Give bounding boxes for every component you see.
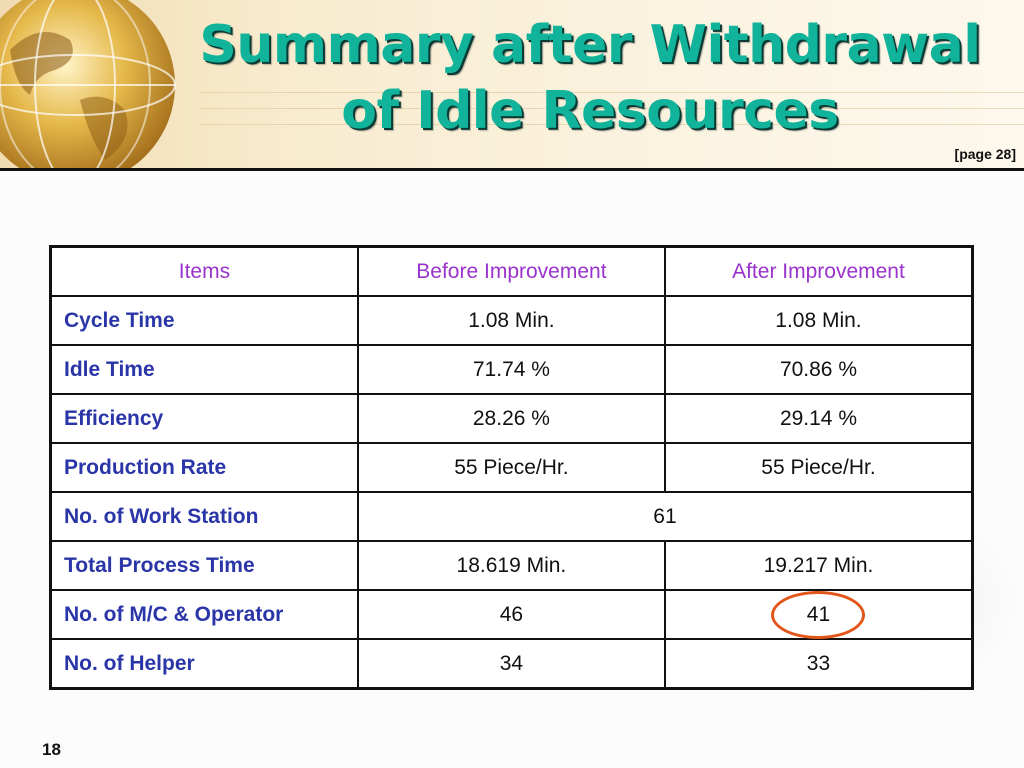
table-header-row: Items Before Improvement After Improveme… — [49, 245, 974, 297]
before-value: 28.26 % — [356, 393, 666, 444]
before-value: 55 Piece/Hr. — [356, 442, 666, 493]
column-header-after: After Improvement — [663, 245, 974, 297]
slide-title-line-1: Summary after Withdrawal — [199, 15, 981, 75]
after-value: 1.08 Min. — [663, 295, 974, 346]
after-value: 33 — [663, 638, 974, 690]
banner-line — [200, 124, 1024, 125]
table-row: Production Rate 55 Piece/Hr. 55 Piece/Hr… — [49, 442, 974, 493]
row-label: Cycle Time — [49, 295, 359, 346]
before-value: 71.74 % — [356, 344, 666, 395]
slide-title: Summary after Withdrawal of Idle Resourc… — [100, 12, 1024, 144]
row-label: No. of M/C & Operator — [49, 589, 359, 640]
column-header-items: Items — [49, 245, 359, 297]
banner-line — [200, 92, 1024, 93]
row-label: Efficiency — [49, 393, 359, 444]
after-value: 70.86 % — [663, 344, 974, 395]
table-row: No. of Work Station 61 — [49, 491, 974, 542]
before-value: 1.08 Min. — [356, 295, 666, 346]
before-value: 34 — [356, 638, 666, 690]
table-row: Efficiency 28.26 % 29.14 % — [49, 393, 974, 444]
table-row: Idle Time 71.74 % 70.86 % — [49, 344, 974, 395]
page-reference: [page 28] — [954, 146, 1016, 162]
summary-table: Items Before Improvement After Improveme… — [49, 245, 974, 690]
globe-icon — [0, 0, 176, 168]
after-value: 19.217 Min. — [663, 540, 974, 591]
row-label: No. of Work Station — [49, 491, 359, 542]
before-value: 18.619 Min. — [356, 540, 666, 591]
after-value: 55 Piece/Hr. — [663, 442, 974, 493]
table-row: No. of Helper 34 33 — [49, 638, 974, 690]
before-value: 46 — [356, 589, 666, 640]
row-label: Idle Time — [49, 344, 359, 395]
banner-line — [200, 108, 1024, 109]
row-label: Total Process Time — [49, 540, 359, 591]
header-divider — [0, 168, 1024, 171]
table-row: No. of M/C & Operator 46 41 — [49, 589, 974, 640]
column-header-before: Before Improvement — [356, 245, 666, 297]
table-row: Total Process Time 18.619 Min. 19.217 Mi… — [49, 540, 974, 591]
merged-value: 61 — [356, 491, 974, 542]
title-banner: Summary after Withdrawal of Idle Resourc… — [0, 0, 1024, 168]
table-row: Cycle Time 1.08 Min. 1.08 Min. — [49, 295, 974, 346]
row-label: No. of Helper — [49, 638, 359, 690]
after-value: 29.14 % — [663, 393, 974, 444]
row-label: Production Rate — [49, 442, 359, 493]
after-value: 41 — [806, 602, 831, 626]
after-value-highlighted: 41 — [663, 589, 974, 640]
slide-number: 18 — [42, 740, 61, 759]
slide-title-line-2: of Idle Resources — [341, 81, 839, 141]
